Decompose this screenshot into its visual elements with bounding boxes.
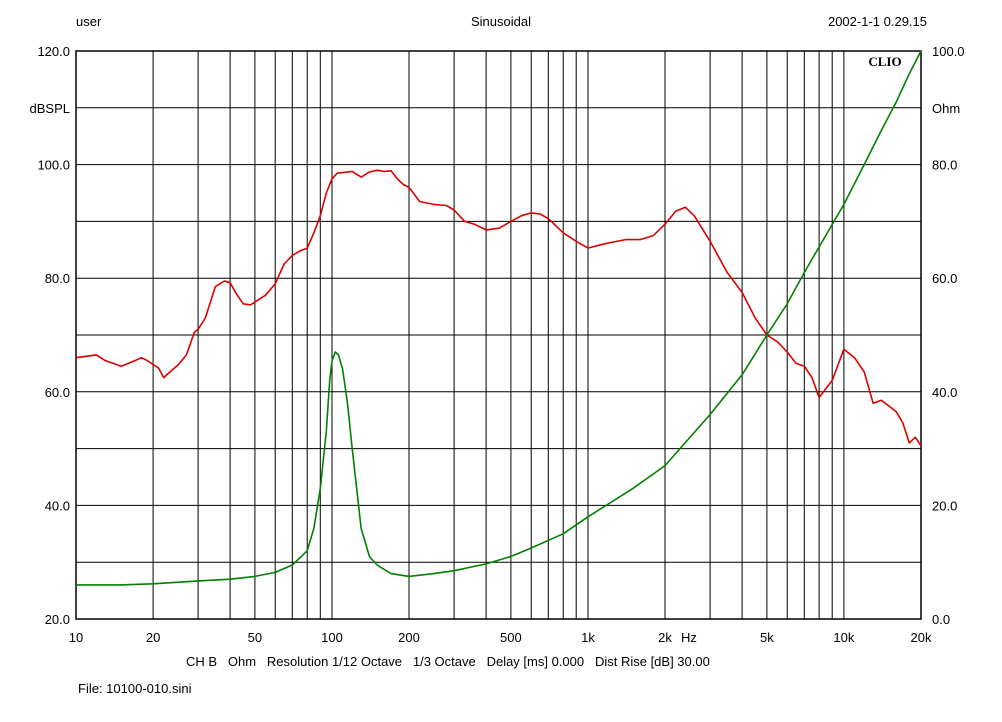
x-tick-label: 500 <box>500 630 522 645</box>
y-left-tick-label: 20.0 <box>45 612 70 627</box>
y-left-tick-label: 120.0 <box>37 44 70 59</box>
x-tick-label: 10k <box>833 630 854 645</box>
y-left-tick-label: 80.0 <box>45 271 70 286</box>
y-left-tick-label: 40.0 <box>45 498 70 513</box>
y-right-axis-unit: Ohm <box>932 101 960 116</box>
impedance-curve-line <box>76 50 922 586</box>
chart-grid <box>75 50 922 620</box>
y-right-tick-label: 60.0 <box>932 271 957 286</box>
clio-logo: CLIO <box>868 54 901 69</box>
y-right-tick-label: 0.0 <box>932 612 950 627</box>
y-left-tick-label: 100.0 <box>37 158 70 173</box>
y-right-tick-label: 80.0 <box>932 158 957 173</box>
header-datetime-label: 2002-1-1 0.29.15 <box>827 14 927 29</box>
y-right-tick-label: 40.0 <box>932 385 957 400</box>
x-tick-label: 5k <box>760 630 774 645</box>
x-tick-label: 2k <box>658 630 672 645</box>
measurement-settings-line: CH B Ohm Resolution 1/12 Octave 1/3 Octa… <box>186 654 710 669</box>
x-tick-label: 1k <box>581 630 595 645</box>
y-right-tick-label: 100.0 <box>932 44 965 59</box>
x-tick-label: 50 <box>248 630 262 645</box>
y-left-tick-label: 60.0 <box>45 385 70 400</box>
x-tick-label: 20 <box>146 630 160 645</box>
y-left-axis-unit: dBSPL <box>30 101 70 116</box>
x-tick-label: 20k <box>911 630 932 645</box>
chart-axis-labels: 10 20 50 100 200 500 1k 2k 5k 10k 20k Hz 120.0 100.0 8… <box>30 44 965 645</box>
y-right-tick-label: 20.0 <box>932 498 957 513</box>
x-axis-unit: Hz <box>681 630 697 645</box>
x-tick-label: 100 <box>321 630 343 645</box>
header-mode-label: Sinusoidal <box>471 14 531 29</box>
header-user-label: user <box>76 14 102 29</box>
plot-frame <box>75 50 922 620</box>
spl-response-line <box>75 169 922 447</box>
x-tick-label: 10 <box>69 630 83 645</box>
chart-series <box>75 50 922 586</box>
x-tick-label: 200 <box>398 630 420 645</box>
file-name-label: File: 10100-010.sini <box>78 681 192 696</box>
